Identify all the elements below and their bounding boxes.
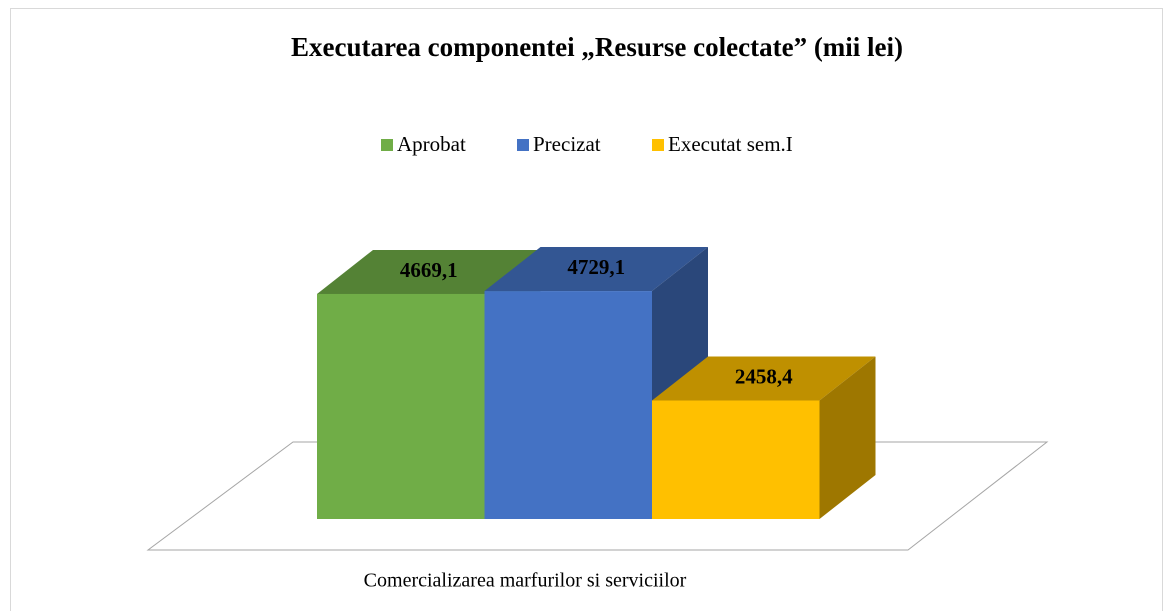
bar [484, 291, 652, 519]
legend-swatch [652, 139, 664, 151]
legend-label: Precizat [533, 132, 601, 156]
legend-label: Executat sem.I [668, 132, 793, 156]
data-label: 2458,4 [735, 364, 793, 388]
bar-side [819, 356, 876, 519]
legend-label: Aprobat [397, 132, 466, 156]
bar-top [652, 356, 876, 401]
data-label: 4669,1 [400, 258, 458, 282]
bar-top [484, 247, 708, 292]
bar [652, 400, 820, 519]
legend-swatch [517, 139, 529, 151]
data-label: 4729,1 [567, 255, 625, 279]
bar-top [317, 249, 541, 294]
chart-title: Executarea componentei „Resurse colectat… [291, 32, 903, 62]
x-tick-label: Comercializarea marfurilor si serviciilo… [364, 570, 687, 592]
legend-swatch [381, 139, 393, 151]
bar [317, 293, 485, 519]
